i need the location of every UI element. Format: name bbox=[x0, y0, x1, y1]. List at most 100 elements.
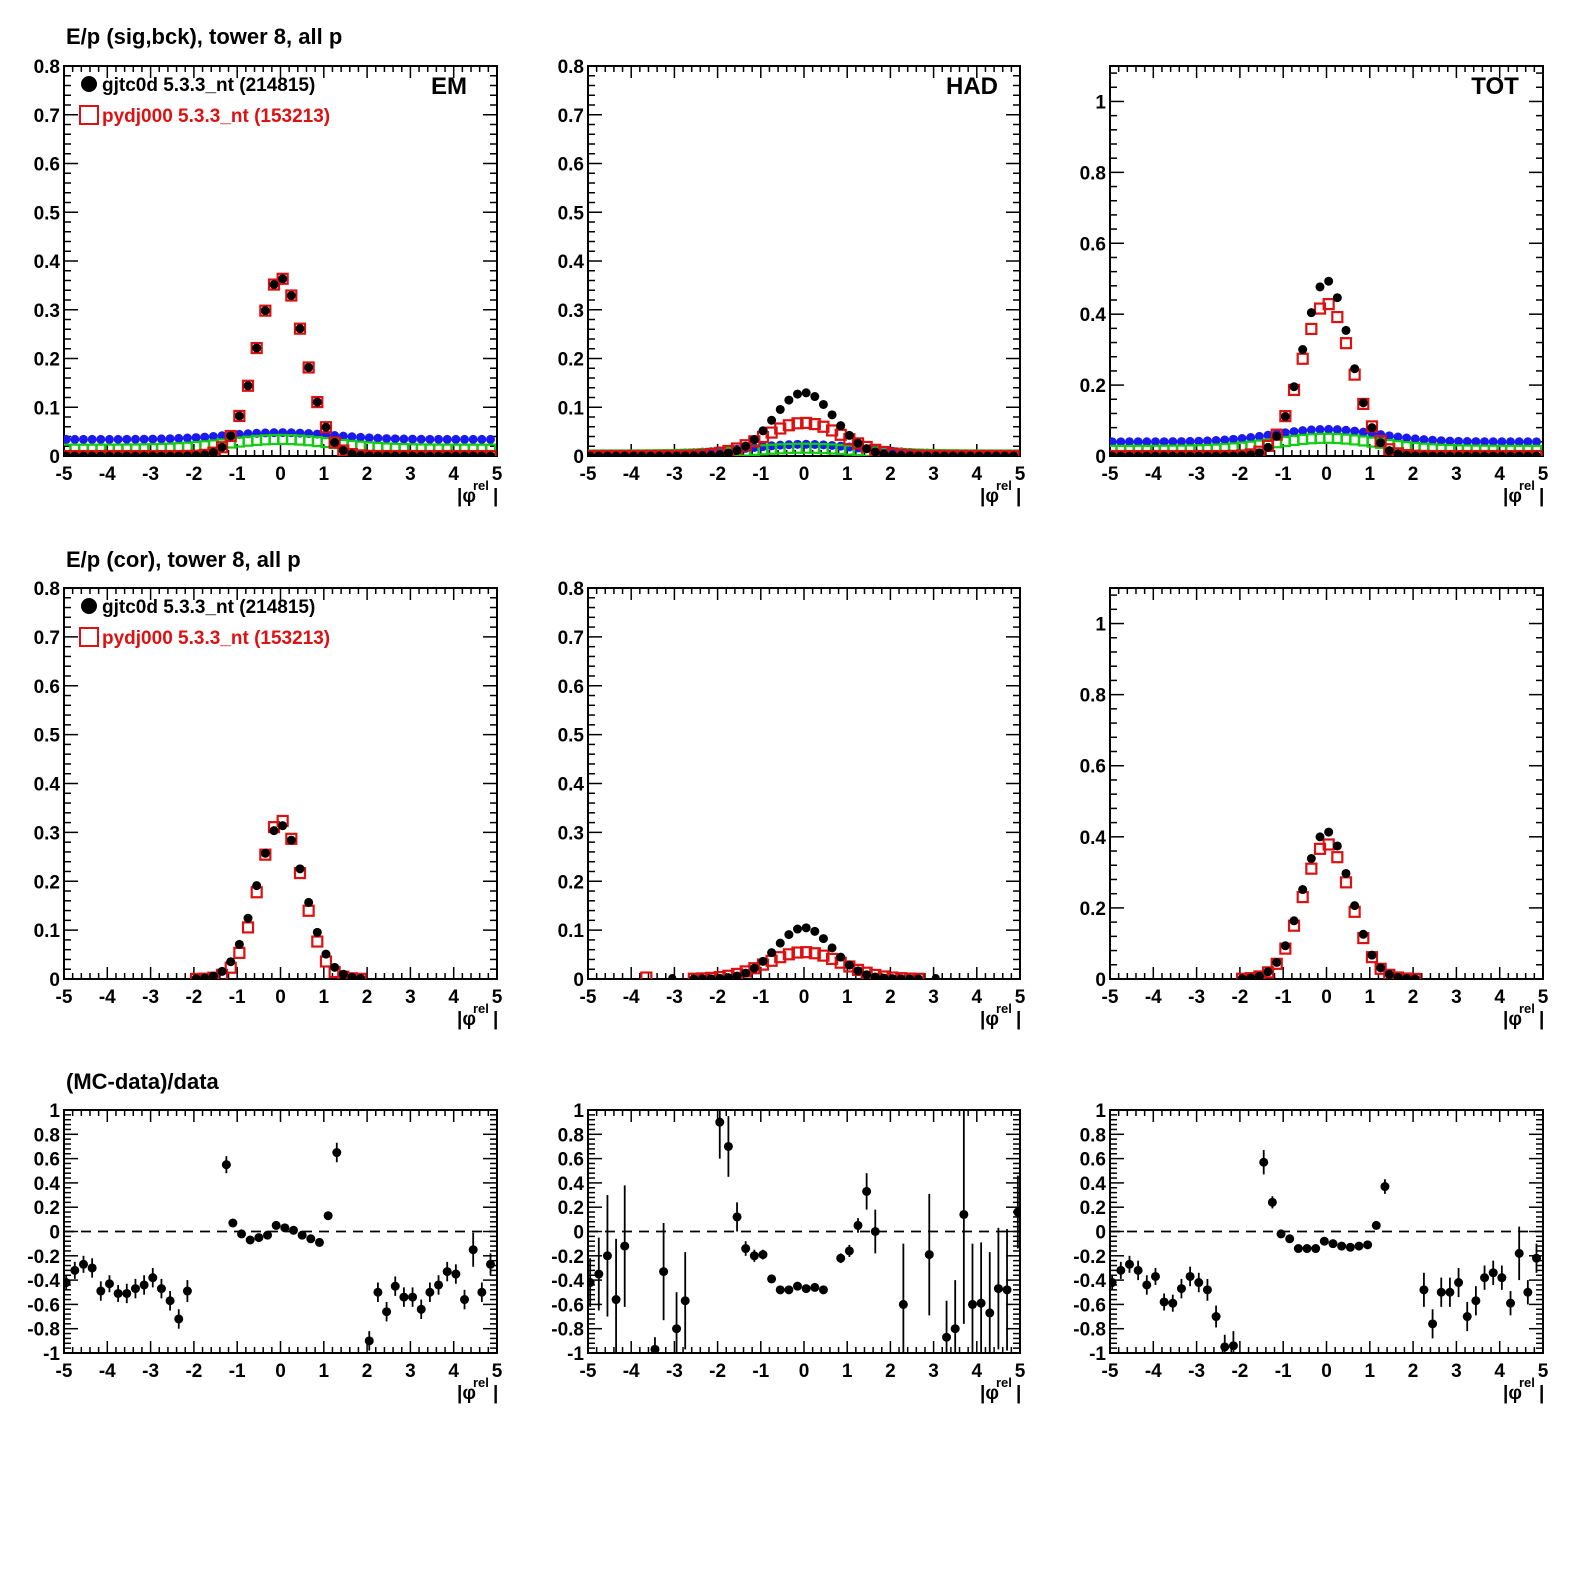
y-tick-label: 0.2 bbox=[558, 1198, 584, 1219]
blue-point bbox=[442, 434, 452, 444]
blue-point bbox=[174, 433, 184, 443]
ratio-point bbox=[594, 1269, 604, 1279]
x-tick-label: 3 bbox=[405, 464, 416, 485]
data-point bbox=[191, 451, 201, 456]
data-point bbox=[957, 451, 967, 456]
ratio-point bbox=[1194, 1278, 1204, 1288]
mc-point bbox=[791, 946, 804, 959]
data-point bbox=[1254, 448, 1264, 456]
ratio-point bbox=[460, 1295, 470, 1305]
row-title-0: E/p (sig,bck), tower 8, all p bbox=[66, 24, 342, 49]
x-tick-label: 4 bbox=[972, 987, 983, 1008]
x-tick-label: 2 bbox=[362, 987, 373, 1008]
ratio-point bbox=[810, 1282, 820, 1292]
y-tick-label: 0.4 bbox=[1080, 305, 1107, 326]
data-point bbox=[913, 974, 923, 979]
mc-point bbox=[1331, 851, 1344, 864]
y-tick-label: 0.4 bbox=[558, 252, 585, 273]
x-tick-label: 0 bbox=[799, 987, 810, 1008]
ratio-point bbox=[1454, 1278, 1464, 1288]
marks-group bbox=[189, 814, 367, 979]
data-point bbox=[663, 451, 673, 456]
mc-point bbox=[337, 444, 350, 456]
data-point bbox=[1393, 972, 1403, 979]
legend-data-label: gjtc0d 5.3.3_nt (214815) bbox=[102, 597, 315, 618]
mc-point bbox=[68, 449, 81, 456]
mc-point bbox=[1175, 449, 1188, 456]
ratio-point bbox=[950, 1324, 960, 1334]
mc-point bbox=[129, 449, 142, 456]
plot-frame bbox=[1109, 587, 1544, 980]
x-tick-label: 5 bbox=[1538, 1361, 1549, 1382]
ratio-point bbox=[758, 1250, 768, 1260]
x-axis-label-sup: rel bbox=[996, 1001, 1012, 1016]
blue-point bbox=[1358, 427, 1368, 437]
ratio-point bbox=[174, 1314, 184, 1324]
ratio-point bbox=[408, 1292, 418, 1302]
data-point bbox=[697, 974, 707, 979]
x-axis-label-end: | bbox=[1016, 1383, 1021, 1404]
blue-point bbox=[1462, 437, 1472, 447]
y-tick-label: 0.2 bbox=[34, 1198, 60, 1219]
x-tick-label: -1 bbox=[1275, 464, 1292, 485]
blue-point bbox=[96, 434, 106, 444]
mc-point bbox=[1530, 449, 1543, 456]
data-point bbox=[948, 451, 958, 456]
ratio-point bbox=[1202, 1285, 1212, 1295]
data-point bbox=[862, 444, 872, 454]
ratio-point bbox=[104, 1279, 114, 1289]
data-point bbox=[602, 451, 612, 456]
blue-point bbox=[468, 434, 478, 444]
data-point bbox=[1194, 451, 1204, 456]
data-point bbox=[1272, 957, 1282, 967]
y-tick-label: 0.8 bbox=[1080, 1125, 1106, 1146]
mc-point bbox=[319, 421, 333, 434]
mc-point bbox=[120, 449, 133, 456]
ratio-point bbox=[1345, 1242, 1355, 1252]
x-tick-label: -4 bbox=[623, 987, 640, 1008]
data-point bbox=[922, 451, 932, 456]
data-point bbox=[1402, 450, 1412, 456]
data-point bbox=[1298, 345, 1308, 355]
data-point bbox=[1000, 451, 1010, 456]
ratio-point bbox=[1211, 1312, 1221, 1322]
data-point bbox=[1523, 451, 1533, 456]
y-tick-label: 0.4 bbox=[558, 1174, 585, 1195]
data-point bbox=[286, 835, 296, 845]
blue-point bbox=[1142, 437, 1152, 447]
x-tick-label: -4 bbox=[1145, 1361, 1162, 1382]
blue-point bbox=[486, 434, 496, 444]
ratio-point bbox=[1471, 1296, 1481, 1306]
x-tick-label: -2 bbox=[1231, 1361, 1248, 1382]
x-tick-label: 1 bbox=[1365, 1361, 1376, 1382]
ratio-point bbox=[139, 1280, 149, 1290]
blue-point bbox=[1220, 435, 1230, 445]
ratio-point bbox=[732, 1212, 742, 1222]
data-point bbox=[104, 451, 114, 456]
ratio-point bbox=[442, 1267, 452, 1277]
data-point bbox=[87, 451, 97, 456]
data-point bbox=[312, 397, 322, 407]
ratio-point bbox=[898, 1299, 908, 1309]
x-tick-label: -4 bbox=[99, 1361, 116, 1382]
x-tick-label: -4 bbox=[623, 1361, 640, 1382]
ratio-point bbox=[672, 1324, 682, 1334]
panels-group: -5 -4 -3 -2 -1 0 1 2 3 4 5|φrel|00.10.20.30.40.50.… bbox=[27, 57, 1548, 1404]
x-axis-label-end: | bbox=[1539, 1383, 1544, 1404]
data-point bbox=[879, 449, 889, 456]
mc-point bbox=[748, 962, 761, 975]
blue-point bbox=[1471, 437, 1481, 447]
data-point bbox=[1384, 969, 1394, 979]
data-point bbox=[1298, 885, 1308, 895]
mc-point bbox=[808, 947, 821, 960]
data-point bbox=[931, 974, 940, 979]
data-point bbox=[1246, 973, 1256, 979]
data-point bbox=[723, 973, 733, 979]
mc-point bbox=[817, 949, 830, 962]
y-tick-label: 0.6 bbox=[558, 1150, 584, 1171]
ratio-point bbox=[1124, 1259, 1134, 1269]
data-point bbox=[347, 449, 357, 456]
ratio-point bbox=[113, 1288, 123, 1298]
